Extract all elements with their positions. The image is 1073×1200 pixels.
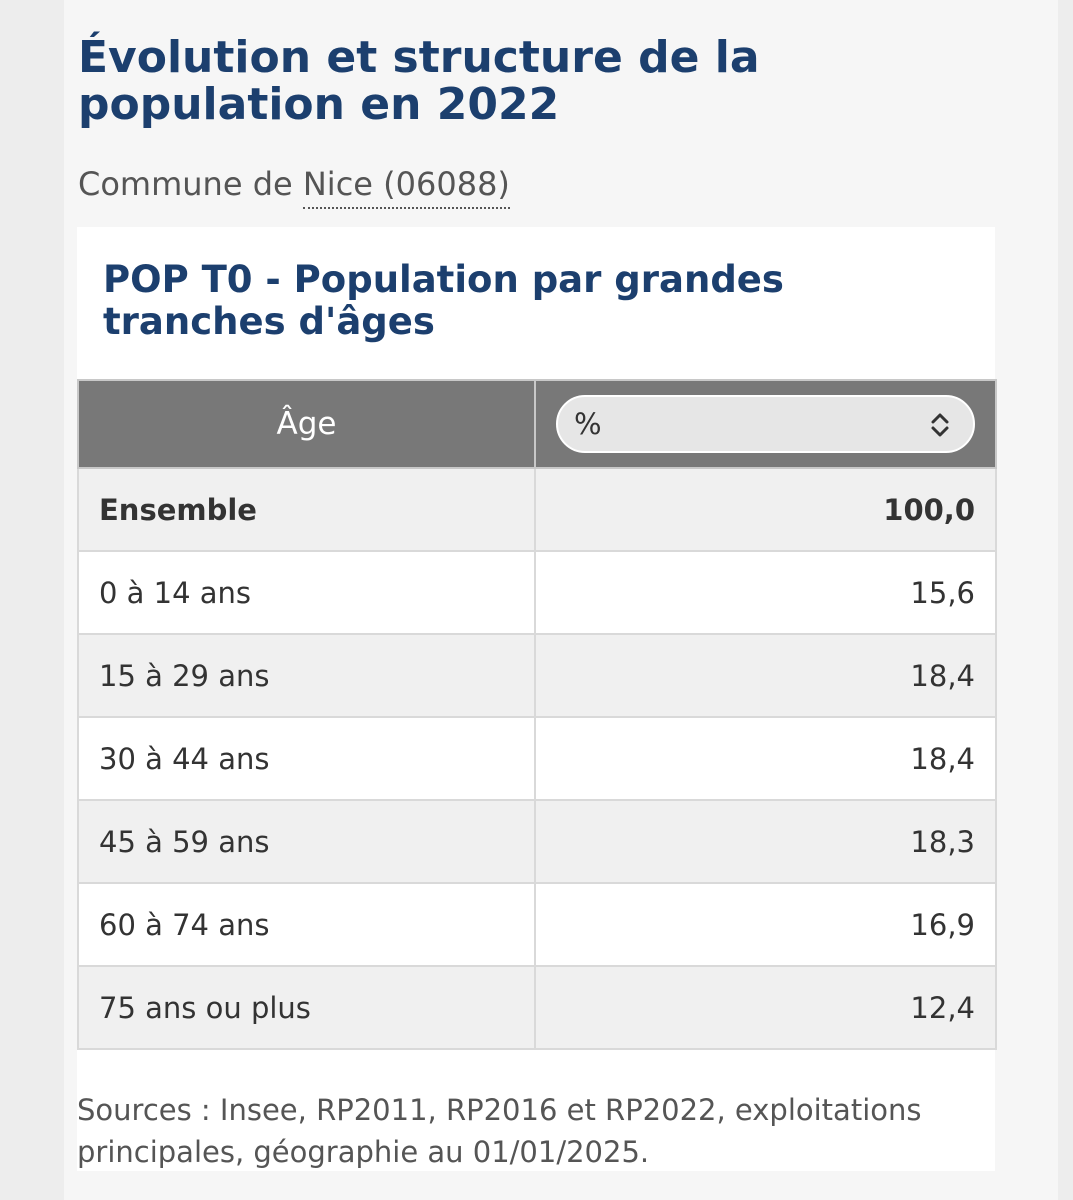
population-table: Âge % Ensemble 100,0 0 à 14 ans 15,6 15 à 29… [77,379,997,1050]
age-group-label: Ensemble [77,467,536,552]
age-group-label: 15 à 29 ans [77,633,536,718]
commune-prefix: Commune de [78,165,303,203]
age-group-value: 18,3 [534,799,997,884]
table-title: POP T0 - Population par grandes tranches… [103,258,784,343]
age-group-label: 0 à 14 ans [77,550,536,635]
table-row: 60 à 74 ans 16,9 [77,882,997,967]
table-row: 0 à 14 ans 15,6 [77,550,997,635]
table-card: POP T0 - Population par grandes tranches… [77,227,997,1171]
age-group-value: 18,4 [534,633,997,718]
unit-select[interactable]: % [556,395,975,453]
age-group-label: 30 à 44 ans [77,716,536,801]
table-row: 45 à 59 ans 18,3 [77,799,997,884]
commune-link[interactable]: Nice (06088) [302,165,510,209]
page-content: Évolution et structure de la population … [64,0,1058,1200]
table-header-row: Âge % [77,379,997,469]
unit-select-value: % [574,407,602,441]
age-group-value: 12,4 [534,965,997,1050]
age-group-label: 75 ans ou plus [77,965,536,1050]
commune-subtitle: Commune de Nice (06088) [78,163,510,209]
value-column-header: % [534,379,997,469]
table-body: Ensemble 100,0 0 à 14 ans 15,6 15 à 29 ans 18… [77,467,997,1050]
age-group-value: 100,0 [534,467,997,552]
table-row: 30 à 44 ans 18,4 [77,716,997,801]
chevron-up-down-icon [931,413,949,437]
age-group-value: 16,9 [534,882,997,967]
sources-note: Sources : Insee, RP2011, RP2016 et RP202… [77,1093,922,1169]
table-row: 15 à 29 ans 18,4 [77,633,997,718]
age-group-label: 45 à 59 ans [77,799,536,884]
table-row-total: Ensemble 100,0 [77,467,997,552]
table-row: 75 ans ou plus 12,4 [77,965,997,1050]
age-group-label: 60 à 74 ans [77,882,536,967]
page-title: Évolution et structure de la population … [78,32,760,130]
age-column-header: Âge [77,379,536,469]
age-group-value: 15,6 [534,550,997,635]
age-group-value: 18,4 [534,716,997,801]
